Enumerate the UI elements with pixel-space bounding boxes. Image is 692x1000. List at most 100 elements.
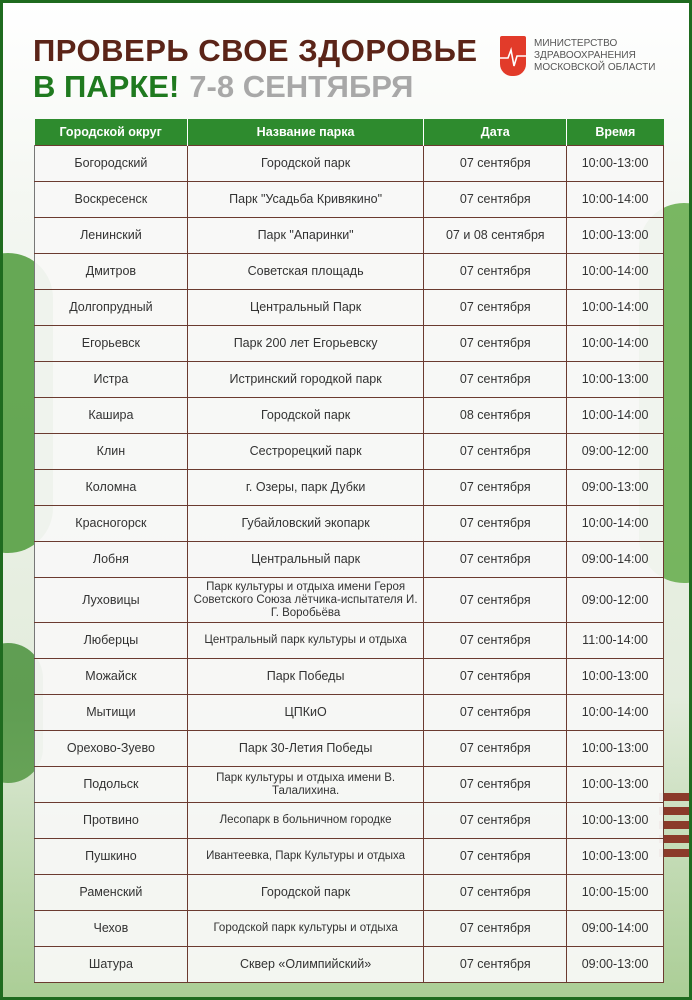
- park-cell: Парк 30-Летия Победы: [186, 730, 425, 767]
- logo-line: МИНИСТЕРСТВО: [534, 38, 618, 49]
- district-cell: Истра: [34, 361, 188, 398]
- district-cell: Мытищи: [34, 694, 188, 731]
- district-cell: Клин: [34, 433, 188, 470]
- time-cell: 10:00-13:00: [566, 838, 664, 875]
- table-row: Красногорск Губайловский экопарк 07 сентяб…: [34, 505, 664, 542]
- table-row: Пушкино Ивантеевка, Парк Культуры и отдых…: [34, 838, 664, 875]
- schedule-table: Городской округ Название парка Дата Время Б…: [34, 119, 664, 983]
- park-cell: Центральный парк: [186, 541, 425, 578]
- park-cell: Лесопарк в больничном городке: [186, 802, 425, 839]
- district-cell: Воскресенск: [34, 181, 188, 218]
- background-bench: [659, 793, 689, 863]
- park-cell: Парк культуры и отдыха имени В. Талалихи…: [186, 766, 425, 803]
- time-cell: 10:00-13:00: [566, 361, 664, 398]
- time-cell: 10:00-14:00: [566, 397, 664, 434]
- time-cell: 10:00-13:00: [566, 730, 664, 767]
- column-header: Время: [566, 119, 664, 146]
- time-cell: 10:00-13:00: [566, 766, 664, 803]
- date-cell: 07 сентября: [423, 766, 568, 803]
- date-cell: 07 сентября: [423, 253, 568, 290]
- table-row: Люберцы Центральный парк культуры и отдых…: [34, 622, 664, 659]
- park-cell: Парк 200 лет Егорьевску: [186, 325, 425, 362]
- table-row: Дмитров Советская площадь 07 сентября 10:00…: [34, 253, 664, 290]
- date-cell: 07 сентября: [423, 181, 568, 218]
- time-cell: 10:00-13:00: [566, 145, 664, 182]
- park-cell: Губайловский экопарк: [186, 505, 425, 542]
- district-cell: Егорьевск: [34, 325, 188, 362]
- date-cell: 07 сентября: [423, 361, 568, 398]
- time-cell: 09:00-12:00: [566, 577, 664, 623]
- district-cell: Протвино: [34, 802, 188, 839]
- time-cell: 10:00-14:00: [566, 694, 664, 731]
- district-cell: Коломна: [34, 469, 188, 506]
- park-cell: Парк Победы: [186, 658, 425, 695]
- date-cell: 07 сентября: [423, 694, 568, 731]
- park-cell: Советская площадь: [186, 253, 425, 290]
- time-cell: 09:00-13:00: [566, 946, 664, 983]
- table-row: Подольск Парк культуры и отдыха имени В. …: [34, 766, 664, 803]
- time-cell: 10:00-14:00: [566, 289, 664, 326]
- time-cell: 09:00-12:00: [566, 433, 664, 470]
- time-cell: 10:00-13:00: [566, 217, 664, 254]
- ministry-logo: МИНИСТЕРСТВО ЗДРАВООХРАНЕНИЯ МОСКОВСКОЙ …: [500, 36, 655, 76]
- table-row: Мытищи ЦПКиО 07 сентября 10:00-14:00: [34, 694, 664, 731]
- district-cell: Кашира: [34, 397, 188, 434]
- date-cell: 07 сентября: [423, 874, 568, 911]
- park-cell: Парк "Усадьба Кривякино": [186, 181, 425, 218]
- park-cell: Городской парк культуры и отдыха: [186, 910, 425, 947]
- table-row: Лобня Центральный парк 07 сентября 09:00-14…: [34, 541, 664, 578]
- time-cell: 09:00-14:00: [566, 910, 664, 947]
- date-cell: 07 сентября: [423, 946, 568, 983]
- district-cell: Лобня: [34, 541, 188, 578]
- date-cell: 07 сентября: [423, 838, 568, 875]
- park-cell: Сквер «Олимпийский»: [186, 946, 425, 983]
- table-row: Долгопрудный Центральный Парк 07 сентября 1…: [34, 289, 664, 326]
- date-cell: 07 сентября: [423, 802, 568, 839]
- table-row: Истра Истринский городкой парк 07 сентября…: [34, 361, 664, 398]
- table-row: Егорьевск Парк 200 лет Егорьевску 07 сентя…: [34, 325, 664, 362]
- park-cell: Городской парк: [186, 397, 425, 434]
- table-row: Луховицы Парк культуры и отдыха имени Гер…: [34, 577, 664, 623]
- park-cell: Парк культуры и отдыха имени Героя Совет…: [186, 577, 425, 623]
- district-cell: Можайск: [34, 658, 188, 695]
- time-cell: 10:00-14:00: [566, 181, 664, 218]
- table-row: Можайск Парк Победы 07 сентября 10:00-13:00: [34, 658, 664, 695]
- district-cell: Луховицы: [34, 577, 188, 623]
- date-cell: 07 сентября: [423, 433, 568, 470]
- district-cell: Чехов: [34, 910, 188, 947]
- time-cell: 10:00-13:00: [566, 658, 664, 695]
- table-row: Ленинский Парк "Апаринки" 07 и 08 сентября…: [34, 217, 664, 254]
- district-cell: Богородский: [34, 145, 188, 182]
- date-cell: 07 сентября: [423, 145, 568, 182]
- date-cell: 08 сентября: [423, 397, 568, 434]
- district-cell: Долгопрудный: [34, 289, 188, 326]
- district-cell: Люберцы: [34, 622, 188, 659]
- date-cell: 07 сентября: [423, 910, 568, 947]
- time-cell: 09:00-13:00: [566, 469, 664, 506]
- column-header: Название парка: [186, 119, 424, 146]
- logo-line: МОСКОВСКОЙ ОБЛАСТИ: [534, 62, 656, 73]
- park-cell: Сестрорецкий парк: [186, 433, 425, 470]
- park-cell: Истринский городкой парк: [186, 361, 425, 398]
- date-cell: 07 сентября: [423, 541, 568, 578]
- table-row: Протвино Лесопарк в больничном городке 07 …: [34, 802, 664, 839]
- date-cell: 07 сентября: [423, 577, 568, 623]
- date-cell: 07 сентября: [423, 622, 568, 659]
- title-line-2: В ПАРКЕ! 7-8 СЕНТЯБРЯ: [33, 69, 413, 105]
- district-cell: Ленинский: [34, 217, 188, 254]
- time-cell: 11:00-14:00: [566, 622, 664, 659]
- date-cell: 07 сентября: [423, 730, 568, 767]
- table-row: Богородский Городской парк 07 сентября 10:0…: [34, 145, 664, 182]
- district-cell: Раменский: [34, 874, 188, 911]
- time-cell: 10:00-14:00: [566, 505, 664, 542]
- park-cell: Городской парк: [186, 145, 425, 182]
- park-cell: Центральный Парк: [186, 289, 425, 326]
- date-cell: 07 сентября: [423, 289, 568, 326]
- title-line-1: ПРОВЕРЬ СВОЕ ЗДОРОВЬЕ: [33, 33, 478, 68]
- date-cell: 07 сентября: [423, 469, 568, 506]
- park-cell: Парк "Апаринки": [186, 217, 425, 254]
- district-cell: Красногорск: [34, 505, 188, 542]
- table-row: Воскресенск Парк "Усадьба Кривякино" 07 се…: [34, 181, 664, 218]
- table-row: Шатура Сквер «Олимпийский» 07 сентября 09:0…: [34, 946, 664, 983]
